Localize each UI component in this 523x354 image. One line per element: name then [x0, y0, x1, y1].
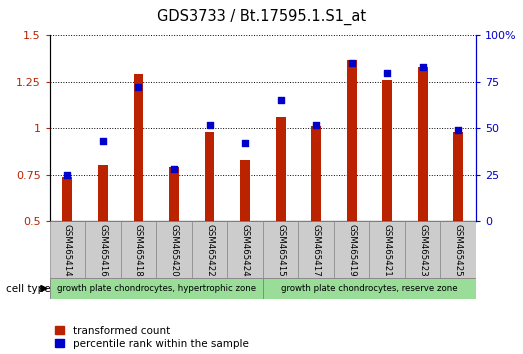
Point [99, 138, 107, 144]
Point [383, 70, 391, 75]
Bar [347, 59, 357, 221]
Text: GSM465422: GSM465422 [205, 223, 214, 276]
Bar [453, 132, 463, 221]
Bar [169, 167, 179, 221]
Bar [133, 74, 143, 221]
Point [276, 98, 285, 103]
Bar [228, 221, 263, 278]
Bar [369, 221, 405, 278]
Bar [192, 221, 228, 278]
Text: GSM465421: GSM465421 [383, 223, 392, 276]
Bar [156, 221, 192, 278]
Legend: transformed count, percentile rank within the sample: transformed count, percentile rank withi… [55, 326, 248, 349]
Text: GSM465415: GSM465415 [276, 223, 285, 276]
Bar [334, 221, 369, 278]
Bar [263, 221, 298, 278]
Bar [263, 278, 476, 299]
Point [312, 122, 320, 127]
Text: growth plate chondrocytes, reserve zone: growth plate chondrocytes, reserve zone [281, 284, 458, 293]
Text: cell type: cell type [6, 284, 51, 293]
Point [454, 127, 462, 133]
Text: GSM465424: GSM465424 [241, 223, 249, 276]
Bar [311, 126, 321, 221]
Bar [276, 117, 286, 221]
Text: GSM465419: GSM465419 [347, 223, 356, 276]
Text: GSM465425: GSM465425 [453, 223, 463, 276]
Text: growth plate chondrocytes, hypertrophic zone: growth plate chondrocytes, hypertrophic … [56, 284, 256, 293]
Bar [440, 221, 476, 278]
Bar [50, 278, 263, 299]
Point [347, 61, 356, 66]
Text: GSM465417: GSM465417 [312, 223, 321, 276]
Text: GSM465418: GSM465418 [134, 223, 143, 276]
Point [134, 85, 143, 90]
Point [241, 141, 249, 146]
Text: GSM465414: GSM465414 [63, 223, 72, 276]
Point [170, 166, 178, 172]
Bar [121, 221, 156, 278]
Bar [50, 221, 85, 278]
Bar [85, 221, 121, 278]
Text: GSM465420: GSM465420 [169, 223, 178, 276]
Bar [98, 165, 108, 221]
Text: GSM465416: GSM465416 [98, 223, 107, 276]
Bar [204, 132, 214, 221]
Bar [298, 221, 334, 278]
Bar [418, 67, 428, 221]
Bar [240, 160, 250, 221]
Text: GDS3733 / Bt.17595.1.S1_at: GDS3733 / Bt.17595.1.S1_at [157, 9, 366, 25]
Text: GSM465423: GSM465423 [418, 223, 427, 276]
Point [206, 122, 214, 127]
Bar [62, 177, 72, 221]
Bar [382, 80, 392, 221]
Point [63, 172, 72, 178]
Point [418, 64, 427, 70]
Bar [405, 221, 440, 278]
